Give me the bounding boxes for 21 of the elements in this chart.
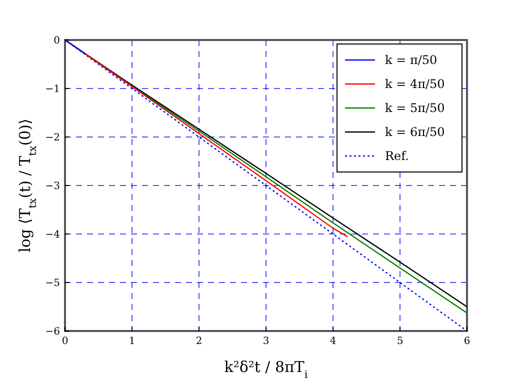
legend-label: Ref.: [385, 149, 409, 163]
x-tick-label: 0: [62, 336, 68, 347]
legend-label: k = 6π/50: [385, 125, 445, 139]
x-axis-title: k²δ²t / 8πT$_{i}$: [224, 358, 308, 381]
y-tick-label: −4: [45, 230, 60, 240]
legend-label: k = π/50: [385, 53, 438, 67]
y-tick-label: −3: [45, 181, 60, 192]
x-tick-label: 3: [262, 336, 270, 347]
y-tick-label: 0: [54, 36, 60, 46]
y-tick-label: −2: [45, 132, 60, 144]
x-tick-label: 2: [196, 336, 202, 347]
x-tick-label: 4: [330, 336, 336, 347]
x-tick-label: 6: [464, 336, 470, 347]
legend-label: k = 5π/50: [385, 101, 445, 115]
line-series: [64, 39, 348, 238]
x-tick-label: 5: [396, 336, 404, 347]
y-tick-label: −6: [45, 326, 60, 338]
legend-label: k = 4π/50: [385, 77, 445, 91]
x-tick-label: 1: [128, 336, 136, 347]
y-tick-label: −5: [45, 278, 60, 289]
y-tick-label: −1: [45, 84, 60, 95]
